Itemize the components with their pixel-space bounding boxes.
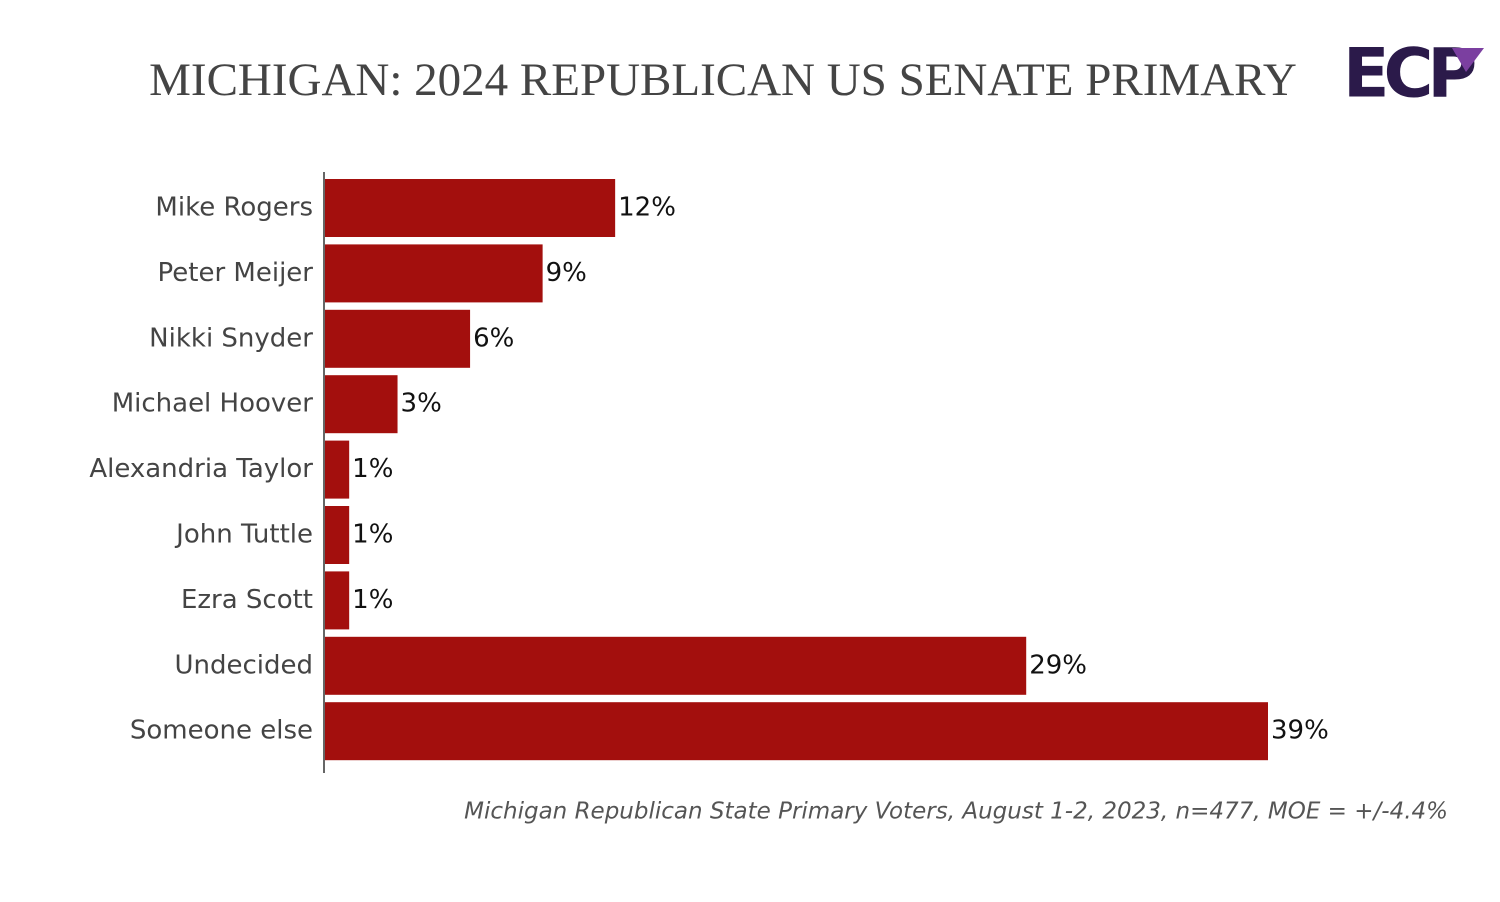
value-label: 1%: [352, 585, 393, 615]
bar: [325, 506, 350, 564]
category-label: Michael Hoover: [112, 389, 314, 419]
value-label: 1%: [352, 454, 393, 484]
value-label: 6%: [473, 323, 514, 353]
category-label: Someone else: [130, 716, 313, 746]
bar: [325, 244, 543, 303]
bar: [325, 375, 398, 434]
bar: [325, 571, 350, 630]
category-label: Peter Meijer: [158, 258, 314, 288]
category-label: John Tuttle: [174, 520, 313, 550]
value-label: 9%: [546, 258, 587, 288]
bar: [325, 179, 616, 237]
logo-text: ECP: [1343, 35, 1475, 114]
bar: [325, 440, 350, 499]
logo-accent: [1452, 48, 1484, 72]
bar: [325, 309, 471, 368]
category-label: Nikki Snyder: [149, 323, 313, 353]
value-label: 39%: [1271, 716, 1329, 746]
category-label: Ezra Scott: [181, 585, 313, 615]
bar: [325, 636, 1027, 695]
bar: [325, 702, 1268, 761]
category-label: Undecided: [174, 650, 313, 680]
value-label: 29%: [1029, 650, 1087, 680]
logo: ECP: [1343, 35, 1484, 114]
value-label: 12%: [618, 193, 676, 223]
value-label: 1%: [352, 520, 393, 550]
footnote: Michigan Republican State Primary Voters…: [464, 799, 1448, 825]
category-label: Alexandria Taylor: [89, 454, 313, 484]
chart-title: MICHIGAN: 2024 REPUBLICAN US SENATE PRIM…: [149, 54, 1297, 106]
value-label: 3%: [401, 389, 442, 419]
category-label: Mike Rogers: [155, 193, 313, 223]
